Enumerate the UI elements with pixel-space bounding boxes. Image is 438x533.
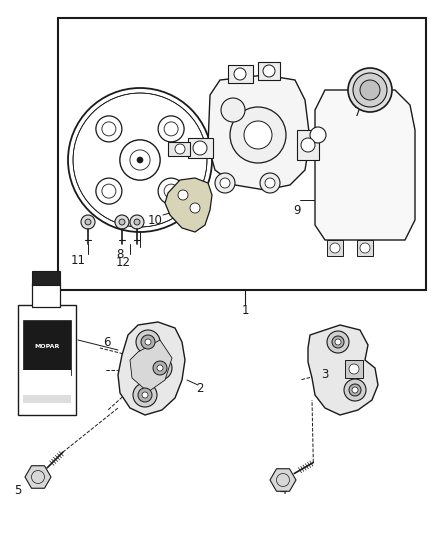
Circle shape bbox=[327, 331, 349, 353]
Bar bbox=[327, 240, 343, 256]
Circle shape bbox=[349, 364, 359, 374]
Text: 8: 8 bbox=[117, 248, 124, 262]
Polygon shape bbox=[25, 466, 51, 488]
Circle shape bbox=[145, 339, 151, 345]
Text: 11: 11 bbox=[71, 254, 85, 266]
Circle shape bbox=[158, 178, 184, 204]
Circle shape bbox=[138, 388, 152, 402]
Bar bbox=[23, 320, 71, 375]
Circle shape bbox=[221, 98, 245, 122]
Circle shape bbox=[310, 127, 326, 143]
Circle shape bbox=[260, 173, 280, 193]
Text: 7: 7 bbox=[354, 106, 362, 118]
Bar bbox=[32, 283, 60, 307]
Circle shape bbox=[153, 361, 167, 375]
Circle shape bbox=[148, 356, 172, 380]
Circle shape bbox=[115, 215, 129, 229]
Circle shape bbox=[360, 80, 380, 100]
Bar bbox=[188, 138, 213, 158]
Bar bbox=[357, 240, 373, 256]
Circle shape bbox=[353, 73, 387, 107]
Circle shape bbox=[335, 339, 341, 345]
Polygon shape bbox=[165, 178, 212, 232]
Text: 3: 3 bbox=[321, 368, 328, 382]
Text: MOPAR: MOPAR bbox=[34, 344, 60, 350]
Polygon shape bbox=[315, 90, 415, 240]
Polygon shape bbox=[208, 75, 310, 190]
Circle shape bbox=[158, 116, 184, 142]
Circle shape bbox=[81, 215, 95, 229]
Circle shape bbox=[330, 243, 340, 253]
Circle shape bbox=[215, 173, 235, 193]
Circle shape bbox=[134, 219, 140, 225]
Text: 9: 9 bbox=[293, 204, 301, 216]
Circle shape bbox=[130, 215, 144, 229]
Circle shape bbox=[332, 336, 344, 348]
Text: 10: 10 bbox=[148, 214, 162, 227]
Circle shape bbox=[301, 138, 315, 152]
Circle shape bbox=[96, 178, 122, 204]
Circle shape bbox=[230, 107, 286, 163]
Circle shape bbox=[96, 116, 122, 142]
Circle shape bbox=[120, 140, 160, 180]
Polygon shape bbox=[130, 340, 172, 392]
Text: 6: 6 bbox=[103, 335, 111, 349]
Circle shape bbox=[348, 68, 392, 112]
Circle shape bbox=[234, 68, 246, 80]
Circle shape bbox=[175, 144, 185, 154]
Bar bbox=[228, 65, 253, 83]
Circle shape bbox=[119, 219, 125, 225]
Circle shape bbox=[178, 190, 188, 200]
Circle shape bbox=[133, 383, 157, 407]
Text: 5: 5 bbox=[14, 483, 22, 497]
Circle shape bbox=[220, 178, 230, 188]
Bar bbox=[23, 395, 71, 403]
Circle shape bbox=[190, 203, 200, 213]
Circle shape bbox=[137, 157, 143, 163]
Circle shape bbox=[352, 387, 358, 393]
Bar bbox=[58, 18, 426, 290]
Text: 1: 1 bbox=[241, 303, 249, 317]
Circle shape bbox=[85, 219, 91, 225]
Circle shape bbox=[349, 384, 361, 396]
Circle shape bbox=[68, 88, 212, 232]
Bar bbox=[32, 271, 60, 285]
Circle shape bbox=[141, 335, 155, 349]
Circle shape bbox=[193, 141, 207, 155]
Polygon shape bbox=[270, 469, 296, 491]
Bar bbox=[23, 370, 71, 378]
Text: 4: 4 bbox=[279, 483, 287, 497]
Text: 12: 12 bbox=[116, 255, 131, 269]
Circle shape bbox=[157, 365, 163, 371]
Text: 2: 2 bbox=[196, 382, 204, 394]
Bar bbox=[168, 142, 190, 156]
Circle shape bbox=[244, 121, 272, 149]
Circle shape bbox=[263, 65, 275, 77]
Circle shape bbox=[136, 330, 160, 354]
Bar bbox=[258, 62, 280, 80]
Polygon shape bbox=[308, 325, 378, 415]
Polygon shape bbox=[118, 322, 185, 415]
Circle shape bbox=[142, 392, 148, 398]
Bar bbox=[297, 130, 319, 160]
Bar bbox=[18, 305, 76, 415]
Bar bbox=[345, 360, 363, 378]
Circle shape bbox=[344, 379, 366, 401]
Circle shape bbox=[265, 178, 275, 188]
Circle shape bbox=[360, 243, 370, 253]
